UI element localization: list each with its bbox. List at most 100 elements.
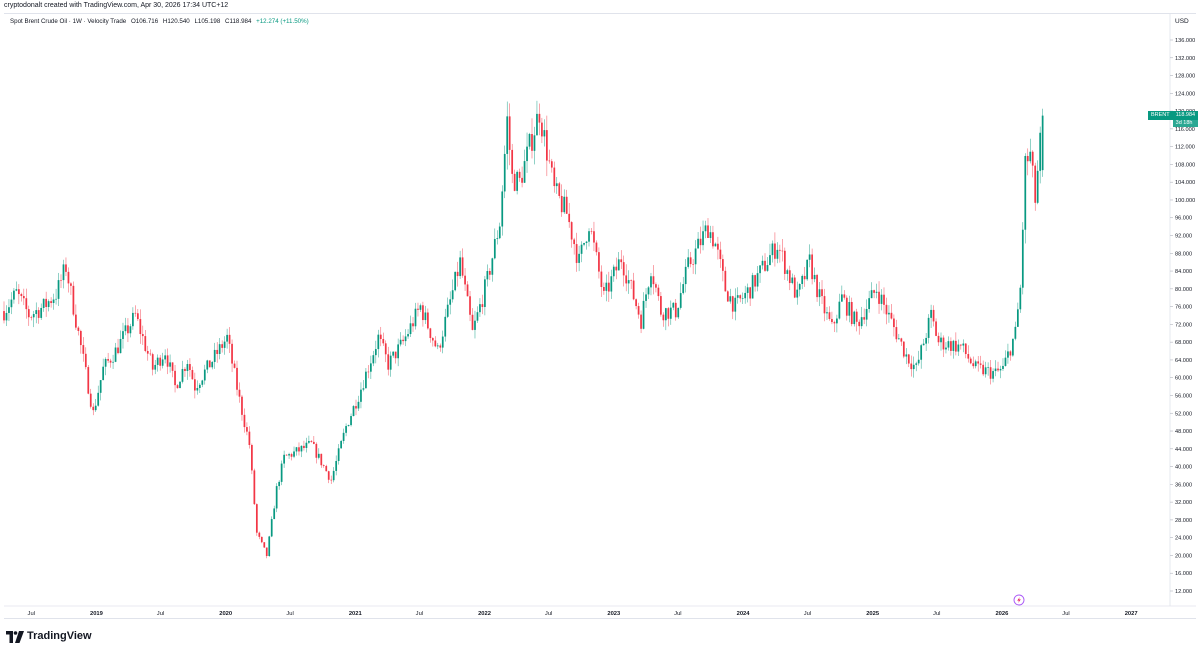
candle-body — [972, 363, 975, 367]
candle-body — [1004, 357, 1007, 366]
candle-body — [910, 363, 913, 370]
candle-body — [278, 481, 281, 487]
candle-body — [484, 279, 486, 307]
candle-body — [875, 291, 878, 293]
x-tick-label: 2022 — [478, 611, 491, 617]
y-tick-label: 36.000 — [1175, 482, 1192, 488]
candle-body — [62, 264, 65, 281]
y-tick-label: 12.000 — [1175, 589, 1192, 595]
candle-body — [937, 335, 940, 343]
candle-body — [769, 255, 771, 266]
candle-body — [709, 232, 712, 238]
candle-body — [82, 345, 85, 354]
candle-body — [826, 312, 828, 314]
candle-body — [216, 349, 219, 354]
candle-body — [744, 292, 747, 299]
candle-body — [523, 161, 526, 183]
candle-body — [838, 301, 841, 319]
x-tick-label: Jul — [674, 611, 681, 617]
candle-body — [422, 305, 424, 321]
candle-body — [367, 371, 370, 373]
candle-body — [600, 271, 603, 288]
candle-body — [211, 361, 214, 368]
candle-body — [466, 284, 469, 297]
y-tick-label: 76.000 — [1175, 305, 1192, 311]
candle-body — [189, 364, 191, 371]
candle-body — [684, 266, 687, 285]
candle-body — [303, 445, 305, 448]
candle-body — [166, 355, 169, 367]
candle-body — [808, 254, 811, 260]
candle-body — [788, 270, 791, 284]
candle-body — [578, 253, 580, 263]
y-tick-label: 72.000 — [1175, 322, 1192, 328]
candle-body — [635, 299, 637, 307]
candle-body — [151, 354, 154, 370]
candle-body — [692, 264, 694, 265]
candle-body — [270, 519, 273, 537]
candle-body — [531, 134, 533, 151]
candle-body — [935, 321, 937, 336]
candle-body — [102, 366, 105, 381]
x-tick-label: 2026 — [995, 611, 1009, 617]
candles — [3, 100, 1044, 559]
lightning-icon[interactable] — [1013, 594, 1025, 606]
top-bar: cryptodonalt created with TradingView.co… — [0, 0, 1200, 12]
candle-body — [563, 196, 566, 213]
candle-body — [982, 364, 985, 375]
y-tick-label: 20.000 — [1175, 553, 1192, 559]
candle-body — [365, 371, 367, 389]
candle-body — [312, 441, 315, 444]
candle-body — [45, 298, 48, 307]
candle-body — [280, 463, 283, 482]
candle-body — [779, 249, 781, 251]
chart-frame[interactable] — [4, 13, 1196, 619]
candle-body — [238, 389, 241, 397]
tradingview-logo[interactable]: TradingView — [6, 629, 92, 643]
candle-body — [717, 243, 719, 250]
candle-body — [1007, 351, 1009, 358]
candle-body — [719, 249, 722, 260]
candle-body — [179, 381, 181, 389]
candle-body — [325, 465, 328, 472]
candle-body — [798, 284, 801, 290]
candle-body — [218, 344, 221, 354]
candle-body — [84, 353, 87, 368]
candle-body — [766, 265, 769, 271]
candle-body — [816, 274, 818, 298]
candle-body — [605, 282, 608, 291]
candle-body — [392, 351, 395, 356]
candle-body — [263, 542, 266, 548]
x-tick-label: 2023 — [607, 611, 621, 617]
candle-body — [714, 243, 717, 247]
y-tick-label: 136.000 — [1175, 38, 1195, 44]
candle-body — [811, 254, 813, 280]
candle-body — [821, 289, 823, 297]
candle-body — [503, 153, 506, 192]
candle-body — [945, 347, 947, 350]
candle-body — [5, 312, 8, 321]
candle-body — [573, 239, 576, 245]
candle-body — [536, 113, 538, 136]
candle-body — [13, 290, 15, 300]
candle-body — [761, 260, 764, 266]
candle-body — [771, 243, 774, 256]
candle-body — [1009, 351, 1012, 356]
candle-body — [139, 319, 142, 335]
candle-body — [1036, 170, 1039, 203]
candle-body — [664, 308, 667, 321]
y-tick-label: 64.000 — [1175, 358, 1192, 364]
y-tick-label: 108.000 — [1175, 162, 1195, 168]
candle-body — [508, 116, 511, 150]
candle-body — [213, 349, 216, 362]
candle-body — [77, 327, 80, 331]
candle-body — [184, 368, 186, 371]
candle-body — [922, 343, 925, 346]
candle-body — [87, 367, 90, 394]
candle-body — [355, 406, 357, 409]
candle-body — [818, 289, 821, 298]
candle-body — [114, 347, 117, 362]
candle-body — [506, 116, 509, 154]
candle-body — [977, 361, 980, 364]
